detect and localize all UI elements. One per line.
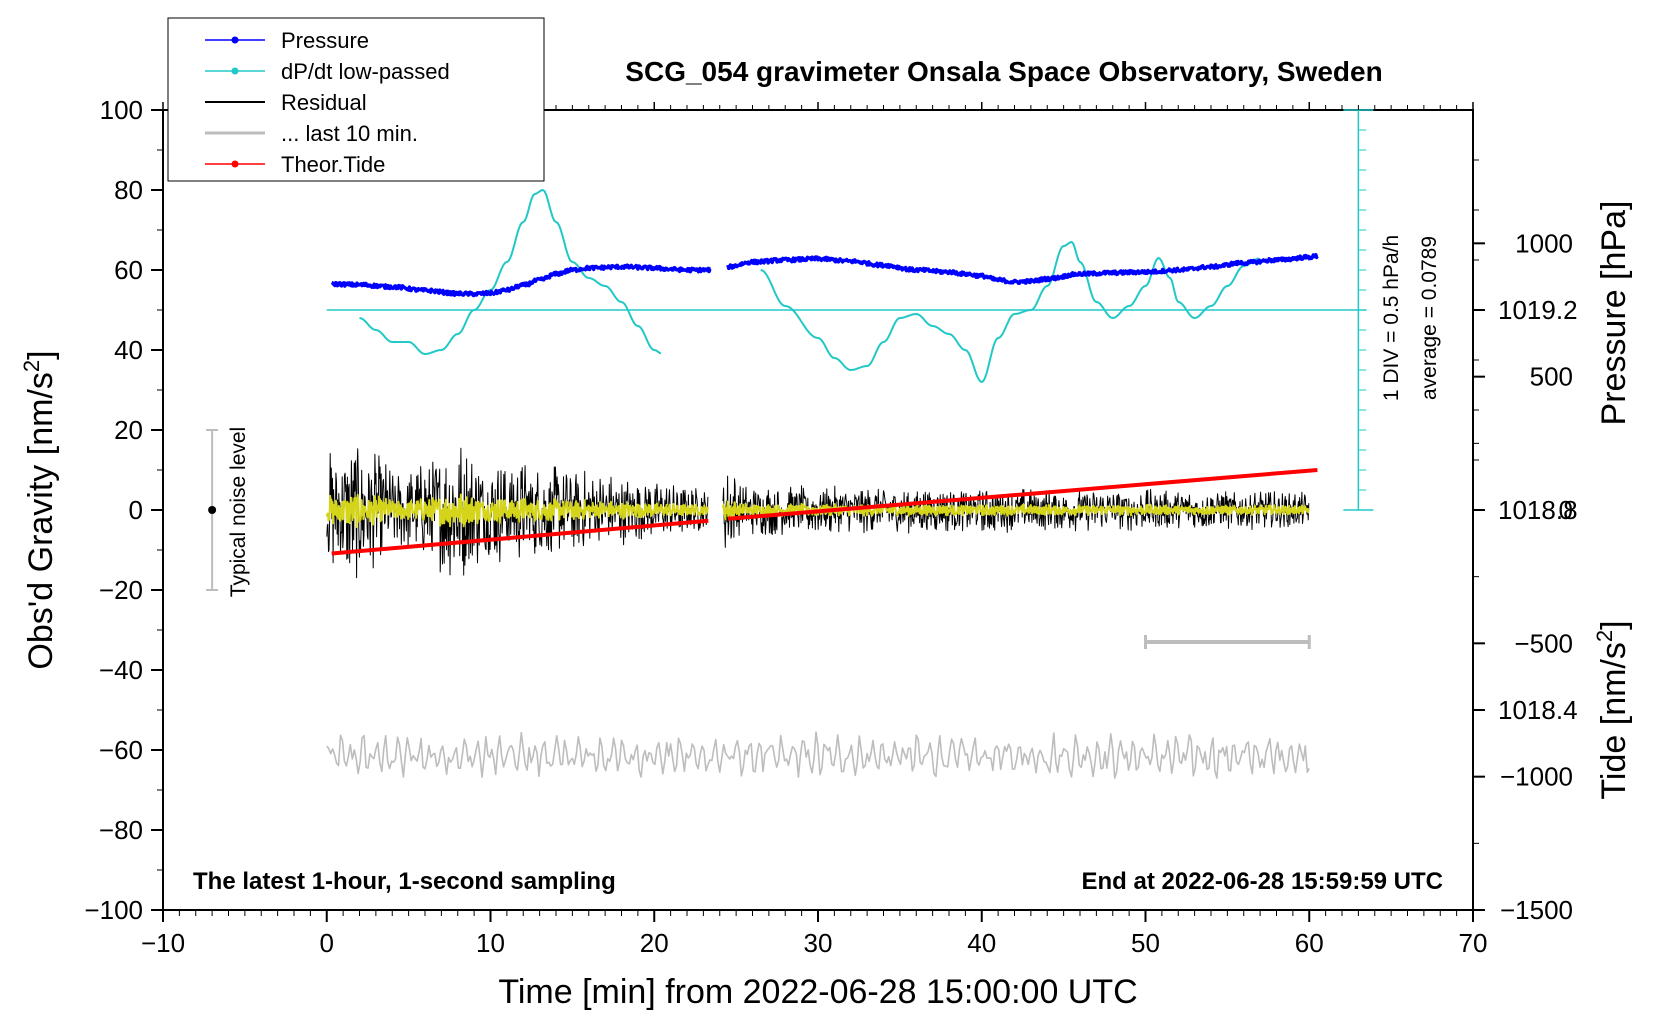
y-tick-label: 100 xyxy=(100,95,143,125)
tide-tick-label: 1000 xyxy=(1515,228,1573,258)
dpdt-scale-div-label: 1 DIV = 0.5 hPa/h xyxy=(1380,235,1403,401)
y-tick-label: −100 xyxy=(84,895,143,925)
y-tick-label: 20 xyxy=(114,415,143,445)
noise-level-label: Typical noise level xyxy=(227,427,250,597)
tide-tick-label: 0 xyxy=(1559,495,1573,525)
tide-axis-title-sup: 2 xyxy=(1592,630,1617,642)
tide-tick-label: −500 xyxy=(1514,628,1573,658)
legend-label-pressure: Pressure xyxy=(281,28,369,53)
legend-marker-pressure xyxy=(231,36,239,44)
note-right: End at 2022-06-28 15:59:59 UTC xyxy=(1082,868,1444,895)
series-tide-line xyxy=(331,518,709,556)
tide-axis-title: Tide [nm/s2] xyxy=(1592,620,1633,799)
y-tick-label: −80 xyxy=(99,815,143,845)
ticks-layer: −10 0 10 20 30 40 50 60 70100806040200−20−40−60−… xyxy=(84,95,1577,958)
y-tick-label: −20 xyxy=(99,575,143,605)
x-tick-label: 60 xyxy=(1295,928,1324,958)
x-tick-label: 30 xyxy=(804,928,833,958)
x-tick-label: −10 xyxy=(141,928,185,958)
y-axis-title-main: Obs'd Gravity [nm/s xyxy=(22,372,60,669)
series-residual-smoothed-line xyxy=(722,500,1310,521)
x-tick-label: 10 xyxy=(476,928,505,958)
y-axis-title: Obs'd Gravity [nm/s2] xyxy=(19,350,60,669)
tide-tick-label: 500 xyxy=(1530,362,1573,392)
tide-tick-label: −1000 xyxy=(1500,762,1573,792)
y-tick-label: 0 xyxy=(129,495,143,525)
series-layer xyxy=(206,109,1374,779)
pressure-tick-label: 1018.8 xyxy=(1498,495,1578,525)
legend-box xyxy=(167,17,545,182)
x-tick-label: 70 xyxy=(1459,928,1488,958)
tide-axis-title-main: Tide [nm/s xyxy=(1595,642,1633,799)
x-tick-label: 50 xyxy=(1131,928,1160,958)
y-tick-label: −40 xyxy=(99,655,143,685)
series-pressure-line xyxy=(330,263,712,298)
legend-label-dpdt: dP/dt low-passed xyxy=(281,59,450,84)
series-residual-smoothed-line xyxy=(325,493,709,528)
y-tick-label: 40 xyxy=(114,335,143,365)
legend-label-tide: Theor.Tide xyxy=(281,152,385,177)
pressure-axis-title: Pressure [hPa] xyxy=(1595,201,1633,426)
x-axis-title: Time [min] from 2022-06-28 15:00:00 UTC xyxy=(498,973,1137,1011)
legend-label-residual: Residual xyxy=(281,90,367,115)
legend-label-last10: ... last 10 min. xyxy=(281,121,418,146)
tide-tick-label: −1500 xyxy=(1500,895,1573,925)
noise-bar-center xyxy=(208,506,217,514)
chart-title: SCG_054 gravimeter Onsala Space Observat… xyxy=(625,56,1382,87)
legend-marker-dpdt xyxy=(231,67,239,75)
y-tick-label: 60 xyxy=(114,255,143,285)
y-tick-label: 80 xyxy=(114,175,143,205)
series-tide-line xyxy=(727,468,1318,521)
legend-marker-tide xyxy=(231,160,239,168)
series-last10-line xyxy=(326,731,1310,779)
y-tick-label: −60 xyxy=(99,735,143,765)
series-pressure-line xyxy=(726,252,1319,286)
x-tick-label: 40 xyxy=(967,928,996,958)
legend: Pressure dP/dt low-passed Residual ... l… xyxy=(167,17,545,182)
pressure-tick-label: 1018.4 xyxy=(1498,695,1578,725)
series-dpdt-line xyxy=(359,189,662,355)
x-tick-label: 20 xyxy=(640,928,669,958)
y-axis-title-close: ] xyxy=(22,350,60,359)
x-tick-label: 0 xyxy=(320,928,334,958)
dpdt-scale-avg-label: average = 0.0789 xyxy=(1418,236,1441,400)
series-dpdt-line xyxy=(760,241,1259,383)
note-left: The latest 1-hour, 1-second sampling xyxy=(193,868,616,895)
y-axis-title-sup: 2 xyxy=(19,360,44,372)
tide-axis-title-close: ] xyxy=(1595,620,1633,629)
pressure-tick-label: 1019.2 xyxy=(1498,295,1578,325)
